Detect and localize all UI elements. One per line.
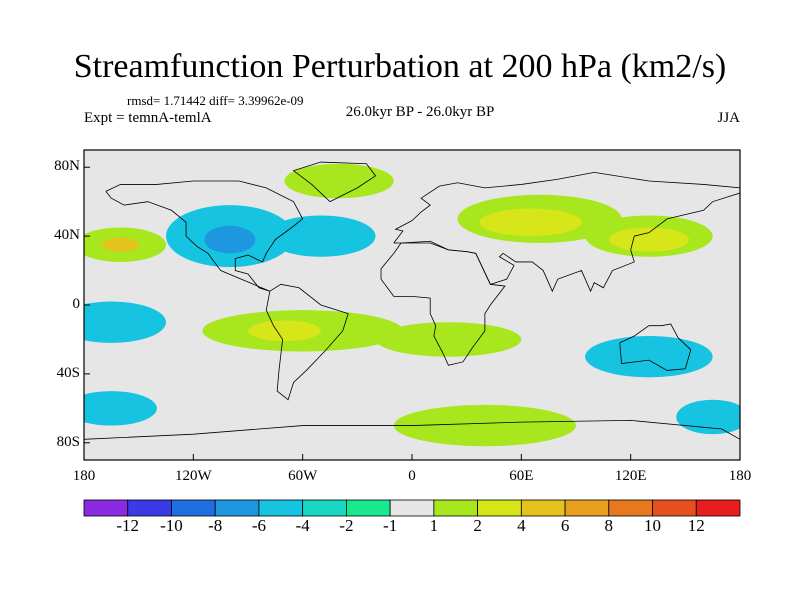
stats-label: rmsd= 1.71442 diff= 3.39962e-09	[127, 93, 304, 108]
colorbar-label: 1	[429, 516, 439, 535]
coastline-1	[265, 283, 349, 401]
contour-region-positive-greenland	[284, 163, 394, 199]
y-tick-label: 40N	[54, 227, 80, 244]
x-tick-label: 120W	[174, 468, 212, 484]
colorbar-label: 4	[517, 516, 526, 535]
contour-region-negative-south-pacific	[585, 336, 713, 378]
colorbar-label: -4	[295, 516, 310, 535]
coastline-5	[619, 323, 692, 371]
colorbar-label: 12	[687, 516, 705, 535]
x-tick-label: 60E	[509, 468, 534, 484]
contour-region-negative-south-pacific	[84, 301, 166, 343]
x-tick-label: 60W	[288, 468, 318, 484]
colorbar-label: -8	[208, 516, 223, 535]
colorbar-label: -1	[383, 516, 398, 535]
colorbar-label: 10	[644, 516, 662, 535]
colorbar-swatch	[695, 499, 741, 517]
colorbar-label: -10	[160, 516, 183, 535]
colorbar-swatch	[477, 499, 522, 517]
period-label: 26.0kyr BP - 26.0kyr BP	[345, 104, 495, 120]
contour-region-positive-south-america	[375, 322, 522, 357]
contour-fill-layer	[84, 150, 740, 460]
contour-region-negative-north-america	[266, 215, 376, 257]
colorbar-label: -2	[339, 516, 354, 535]
colorbar-swatch	[564, 499, 610, 517]
colorbar-swatch	[171, 499, 216, 517]
colorbar-label: 6	[560, 516, 570, 535]
colorbar-swatch	[433, 499, 479, 517]
y-tick-label: 0	[72, 296, 81, 312]
chart-title: Streamfunction Perturbation at 200 hPa (…	[73, 48, 727, 85]
colorbar-swatch	[345, 499, 391, 517]
x-tick-label: 180	[72, 468, 96, 484]
season-label: JJA	[717, 110, 740, 126]
contour-region-positive-eurasia-core	[479, 208, 582, 237]
colorbar-swatch	[127, 499, 172, 517]
colorbar-swatch	[214, 499, 260, 517]
coastline-3	[393, 171, 741, 293]
axis-ticks	[83, 166, 741, 460]
colorbar-swatch	[258, 499, 304, 517]
contour-region-positive-eurasia-core	[608, 227, 689, 252]
colorbar-swatch	[389, 499, 435, 517]
coastline-2	[292, 161, 377, 203]
coastline-0	[105, 180, 304, 292]
colorbar	[83, 499, 741, 517]
y-tick-label: 80S	[56, 433, 80, 450]
colorbar-label: -6	[251, 516, 266, 535]
colorbar-swatch	[608, 499, 653, 517]
coastline-4	[380, 240, 506, 366]
contour-region-positive-south-america-core	[248, 320, 321, 342]
contour-region-negative-north-america-core	[204, 225, 256, 254]
contour-region-positive-southern-ocean	[393, 404, 576, 447]
x-tick-label: 0	[408, 468, 416, 484]
y-tick-label: 80N	[54, 158, 80, 175]
x-tick-label: 180	[728, 468, 752, 484]
y-tick-label: 40S	[56, 364, 80, 381]
contour-region-positive-north-pacific-core	[102, 237, 139, 252]
coastline-6	[83, 419, 741, 440]
colorbar-label: 8	[604, 516, 614, 535]
colorbar-swatch	[302, 499, 347, 517]
coastline-layer	[83, 161, 741, 440]
experiment-label: Expt = temnA-temlA	[84, 110, 212, 126]
contour-region-negative-south-west	[676, 399, 740, 435]
map-background	[84, 150, 740, 460]
colorbar-swatch	[83, 499, 129, 517]
x-tick-label: 120E	[614, 468, 647, 484]
colorbar-swatch	[652, 499, 697, 517]
colorbar-label: -12	[116, 516, 140, 535]
colorbar-label: 2	[473, 516, 482, 535]
colorbar-swatch	[520, 499, 566, 517]
contour-region-negative-south-west	[84, 391, 157, 426]
